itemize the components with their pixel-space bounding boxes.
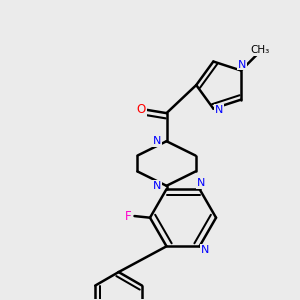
Text: N: N <box>153 181 161 191</box>
Text: N: N <box>215 105 224 115</box>
Text: F: F <box>125 209 132 223</box>
Text: N: N <box>201 245 210 255</box>
Text: N: N <box>153 136 161 146</box>
Text: O: O <box>136 103 146 116</box>
Text: CH₃: CH₃ <box>250 45 269 55</box>
Text: N: N <box>197 178 206 188</box>
Text: N: N <box>238 60 247 70</box>
